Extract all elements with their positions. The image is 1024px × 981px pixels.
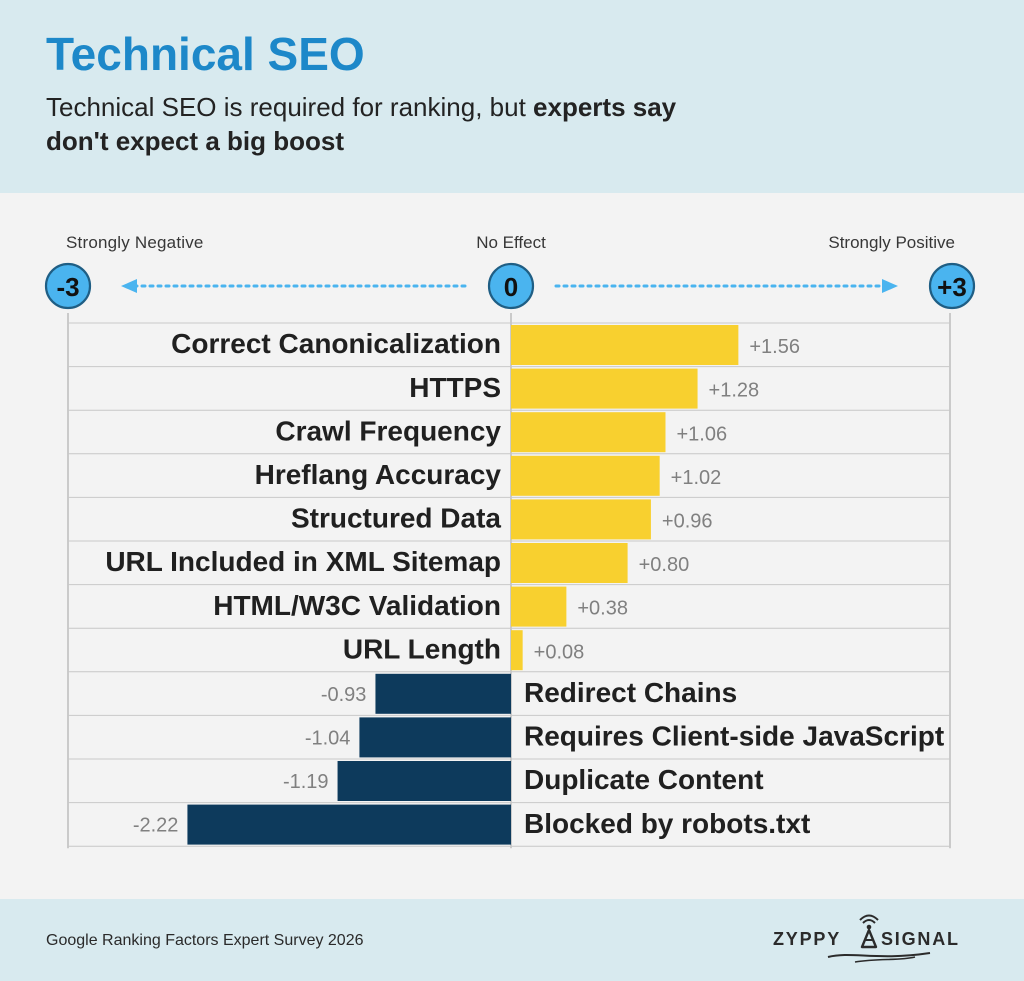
scale-center-value: 0 — [504, 272, 518, 302]
logo-left-text: ZYPPY — [773, 929, 841, 949]
scale-left-circle — [44, 262, 92, 310]
value-label-12: -2.22 — [133, 815, 179, 837]
scale-left-value: -3 — [56, 272, 79, 302]
category-label-2: HTTPS — [409, 372, 501, 403]
category-label-9: Redirect Chains — [524, 677, 737, 708]
category-label-11: Duplicate Content — [524, 764, 764, 795]
subtitle-bold-text-1: experts say — [533, 92, 677, 122]
value-label-9: -0.93 — [321, 684, 367, 706]
bar-10 — [359, 717, 511, 758]
category-label-5: Structured Data — [291, 503, 501, 534]
source-text: Google Ranking Factors Expert Survey 202… — [46, 932, 364, 949]
category-label-3: Crawl Frequency — [275, 415, 501, 446]
category-label-12: Blocked by robots.txt — [524, 808, 810, 839]
bar-11 — [337, 761, 511, 801]
bar-12 — [187, 804, 511, 845]
value-label-11: -1.19 — [283, 771, 329, 793]
header-panel: Technical SEO Technical SEO is required … — [0, 0, 1024, 193]
left-arrow-head — [121, 279, 137, 293]
value-label-10: -1.04 — [305, 727, 351, 749]
scale-right-label: Strongly Positive — [828, 233, 955, 252]
value-label-4: +1.02 — [671, 467, 722, 489]
bar-2 — [511, 368, 698, 409]
signal-tower-icon — [859, 914, 879, 949]
value-label-1: +1.56 — [749, 336, 800, 358]
bar-1 — [511, 325, 739, 365]
bar-3 — [511, 412, 666, 453]
category-label-1: Correct Canonicalization — [171, 328, 501, 359]
subtitle: Technical SEO is required for ranking, b… — [46, 90, 946, 158]
subtitle-bold-text-2: don't expect a big boost — [46, 126, 344, 156]
category-label-7: HTML/W3C Validation — [213, 590, 501, 621]
category-label-6: URL Included in XML Sitemap — [105, 546, 501, 577]
logo-right-text: SIGNAL — [881, 929, 960, 949]
category-label-8: URL Length — [343, 633, 501, 664]
right-arrow-head — [882, 279, 898, 293]
scale-center-label: No Effect — [476, 233, 546, 252]
bar-5 — [511, 499, 651, 540]
category-label-10: Requires Client-side JavaScript — [524, 721, 944, 752]
zyppy-signal-logo: ZYPPY SIGNAL — [770, 913, 970, 967]
category-label-4: Hreflang Accuracy — [255, 459, 502, 490]
value-label-7: +0.38 — [577, 598, 628, 620]
page-title: Technical SEO — [46, 28, 365, 80]
chart-area: Strongly Negative No Effect Strongly Posit… — [0, 193, 1024, 899]
bar-6 — [511, 543, 628, 583]
bar-4 — [511, 455, 660, 496]
scale-center-circle — [487, 262, 535, 310]
scale-left-label: Strongly Negative — [66, 233, 204, 252]
technical-seo-bar-chart: Strongly Negative No Effect Strongly Posit… — [44, 233, 976, 849]
value-label-6: +0.80 — [639, 554, 690, 576]
value-label-3: +1.06 — [676, 423, 727, 445]
value-label-2: +1.28 — [709, 380, 760, 402]
bar-9 — [375, 673, 511, 714]
bar-7 — [511, 586, 567, 627]
value-label-5: +0.96 — [662, 510, 713, 532]
footer-panel: Google Ranking Factors Expert Survey 202… — [0, 899, 1024, 981]
subtitle-regular-text: Technical SEO is required for ranking, b… — [46, 92, 534, 122]
value-label-8: +0.08 — [534, 641, 585, 663]
scale-right-value: +3 — [937, 272, 967, 302]
logo-graphic: ZYPPY SIGNAL — [773, 914, 960, 963]
scale-right-circle — [928, 262, 976, 310]
bar-8 — [511, 630, 523, 671]
